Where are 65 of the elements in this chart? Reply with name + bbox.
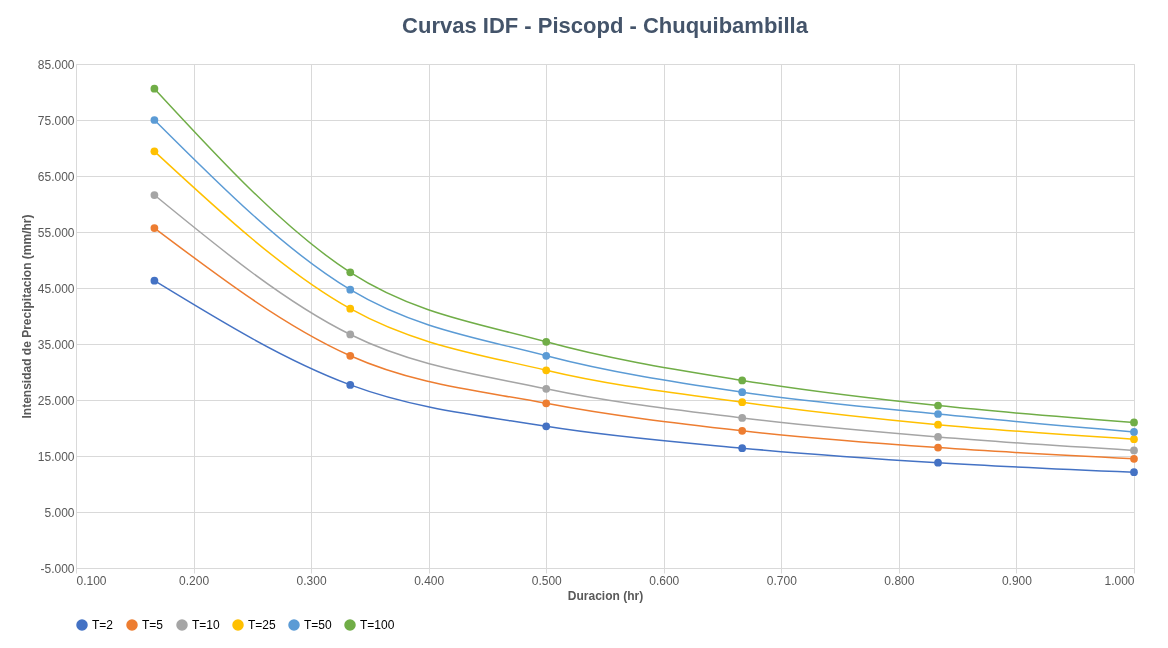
- point: [1130, 454, 1138, 463]
- y-tick-label: 85.000: [37, 57, 75, 72]
- point: [1130, 418, 1138, 427]
- legend-label: T=50: [304, 618, 333, 632]
- legend-label: T=5: [142, 618, 164, 632]
- x-tick-label: 0.900: [1001, 573, 1033, 588]
- point: [738, 414, 747, 422]
- y-tick-label: 75.000: [37, 113, 75, 128]
- legend-label: T=25: [248, 618, 277, 632]
- x-tick-label: 0.400: [414, 573, 445, 588]
- y-tick-label: 65.000: [37, 169, 75, 184]
- point: [1130, 428, 1138, 436]
- y-tick-label: 35.000: [37, 337, 75, 352]
- chart-title: Curvas IDF - Piscopd - Chuquibambilla: [402, 13, 809, 38]
- x-tick-label: 0.500: [531, 573, 563, 588]
- point: [934, 410, 942, 418]
- point: [542, 422, 551, 431]
- point: [542, 351, 551, 360]
- legend-label: T=10: [192, 618, 221, 632]
- y-tick-label: 15.000: [37, 449, 75, 464]
- point: [542, 337, 551, 346]
- point: [346, 330, 355, 339]
- point: [738, 376, 747, 385]
- y-tick-label: 25.000: [37, 393, 75, 408]
- point: [738, 444, 747, 453]
- point: [1130, 468, 1138, 477]
- point: [738, 426, 747, 435]
- legend-label: T=2: [92, 618, 114, 632]
- point: [150, 116, 159, 124]
- point: [738, 388, 747, 397]
- y-tick-label: 55.000: [37, 225, 75, 240]
- point: [150, 224, 159, 232]
- point: [346, 285, 355, 294]
- point: [934, 420, 942, 429]
- point: [1130, 435, 1138, 444]
- x-tick-label: 0.600: [649, 573, 680, 588]
- point: [934, 433, 942, 441]
- point: [150, 276, 159, 285]
- point: [150, 191, 159, 199]
- x-axis-title: Duracion (hr): [567, 588, 644, 603]
- point: [934, 401, 942, 410]
- point: [542, 399, 551, 408]
- point: [934, 443, 942, 452]
- point: [150, 84, 159, 93]
- point: [346, 351, 355, 360]
- point: [346, 304, 355, 313]
- y-tick-label: 5.000: [44, 505, 75, 520]
- point: [1130, 446, 1138, 455]
- point: [346, 268, 355, 277]
- point: [346, 381, 355, 389]
- point: [542, 384, 551, 393]
- point: [542, 366, 551, 375]
- y-tick-label: 45.000: [37, 281, 75, 296]
- legend-label: T=100: [360, 618, 395, 632]
- x-tick-label: 0.300: [296, 573, 327, 588]
- x-tick-label: 0.200: [179, 573, 210, 588]
- point: [934, 458, 942, 467]
- x-tick-label: 0.100: [76, 573, 107, 588]
- point: [150, 147, 159, 156]
- x-tick-label: 0.800: [884, 573, 915, 588]
- x-tick-label: 1.000: [1104, 573, 1135, 588]
- y-tick-label: -5.000: [40, 561, 75, 576]
- point: [738, 398, 747, 407]
- y-axis-title: Intensidad de Precipitacion (mm/hr): [19, 214, 34, 419]
- x-tick-label: 0.700: [766, 573, 798, 588]
